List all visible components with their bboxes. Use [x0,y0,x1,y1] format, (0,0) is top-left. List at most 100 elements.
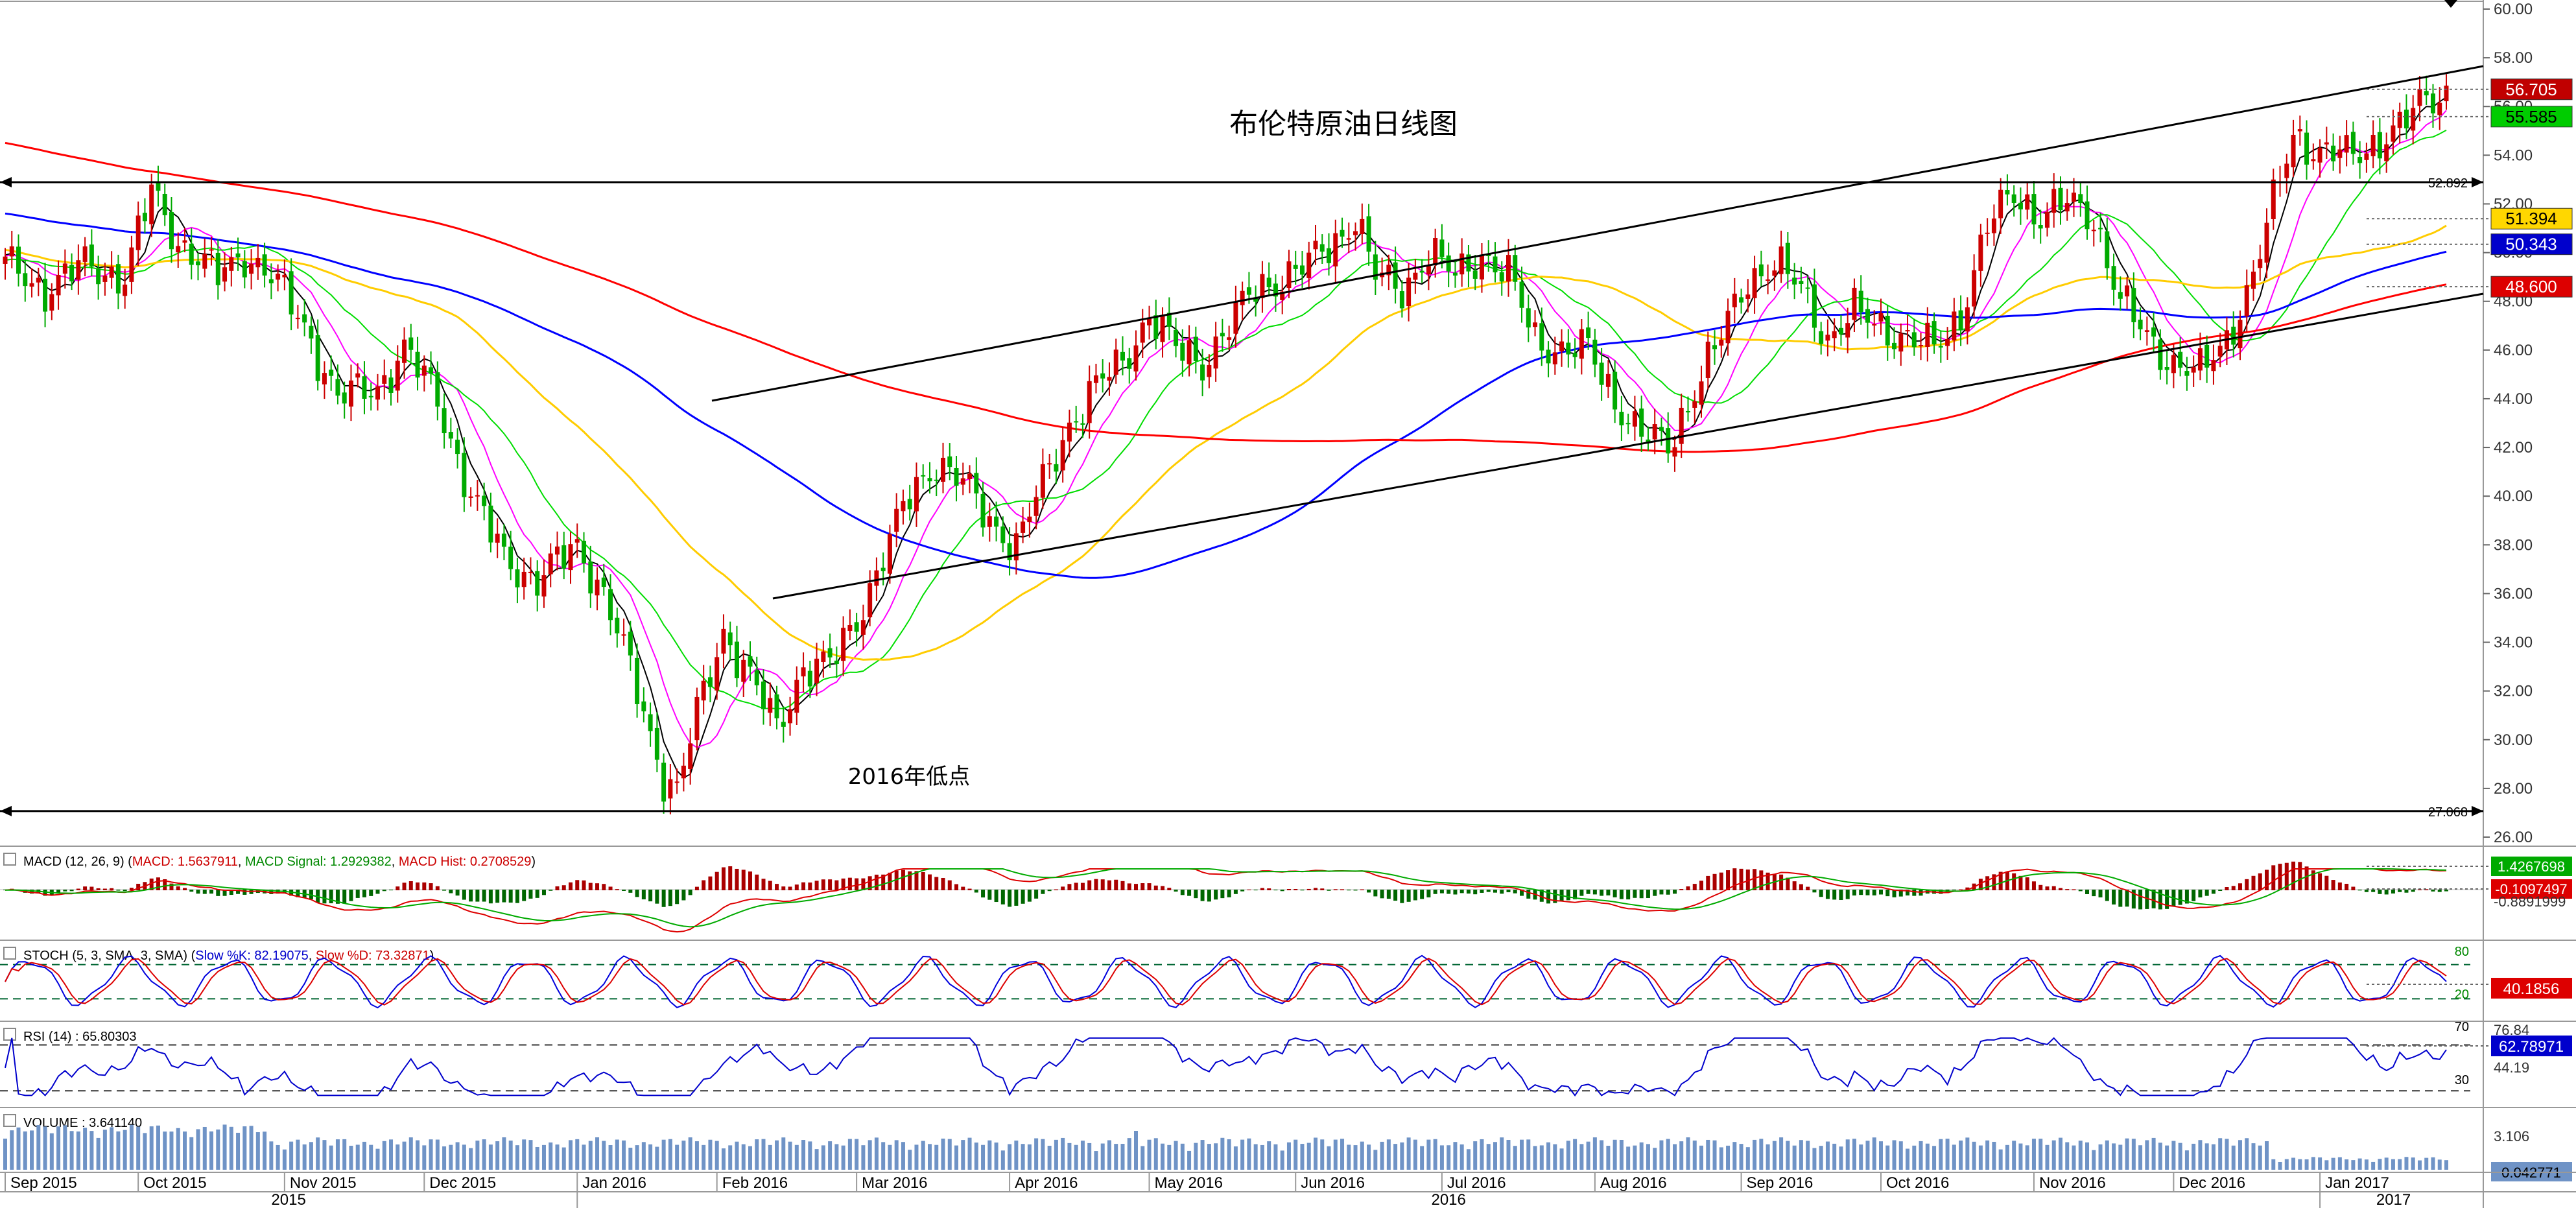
candle-body [1153,315,1159,339]
volume-bar [974,1143,978,1170]
collapse-arrow-icon[interactable] [2444,0,2457,8]
stoch-close-icon[interactable] [3,947,16,960]
candle-body [2098,228,2103,230]
ma-line-ma10 [5,110,2447,748]
volume-bar [921,1141,925,1170]
volume-bar [1799,1140,1803,1170]
candle-body [1220,333,1225,337]
candle-body [768,698,773,713]
volume-bar [1606,1145,1611,1170]
volume-bar [43,1126,47,1170]
volume-close-icon[interactable] [3,1114,16,1127]
macd-hist-bar [808,882,812,890]
candle-body [1021,521,1026,533]
macd-hist-bar [635,890,639,897]
candle-body [149,184,154,224]
candle-body [874,570,879,586]
candle-body [448,432,453,439]
volume-bar [1094,1151,1098,1170]
candle-body [2058,187,2063,211]
volume-bar [981,1144,986,1170]
volume-bar [23,1131,27,1170]
volume-bar [1466,1149,1471,1170]
level-arrow-icon [0,805,12,816]
candle-body [788,709,793,724]
candle-body [282,274,287,278]
candle-body [348,380,353,407]
volume-bar [588,1141,593,1170]
volume-bar [1313,1137,1318,1170]
macd-hist-bar [1386,890,1391,899]
candle-body [2404,110,2409,128]
macd-hist-bar [1600,890,1604,896]
volume-bar [967,1137,972,1170]
time-axis[interactable]: Sep 2015 Oct 2015 Nov 2015 Dec 2015 Jan 2016… [0,1172,2576,1208]
candle-body [1459,253,1465,275]
price-tick-label: 46.00 [2494,342,2533,359]
rsi-close-icon[interactable] [3,1028,16,1041]
candle-body [1127,358,1132,369]
macd-hist-bar [2384,890,2389,895]
candle-body [2397,112,2402,128]
volume-bar [2145,1140,2149,1170]
macd-hist-bar [841,878,845,890]
candle-body [2411,108,2416,131]
volume-bar [608,1144,613,1170]
volume-bar [2092,1150,2096,1170]
macd-hist-bar [1080,882,1085,890]
macd-badge-label: 1.4267698 [2498,859,2565,875]
volume-bar [382,1141,386,1170]
macd-hist-bar [1180,890,1185,895]
candle-body [974,473,979,494]
volume-bar [1706,1139,1710,1170]
candle-body [1479,254,1484,280]
volume-bar [3,1139,7,1170]
candle-body [429,367,434,374]
candle-body [229,257,234,271]
macd-hist-bar [30,890,34,894]
macd-close-icon[interactable] [3,853,16,866]
price-badge-label: 55.585 [2505,107,2557,126]
macd-hist-bar [1107,880,1111,890]
candle-body [2197,348,2203,371]
candle-body [601,577,606,587]
macd-hist-bar [222,890,227,896]
volume-bar [2012,1141,2016,1170]
macd-hist-bar [1699,881,1704,890]
candle-body [335,379,340,396]
volume-bar [1386,1139,1391,1170]
macd-hist-bar [1493,890,1497,893]
macd-hist-bar [1486,890,1491,892]
volume-bar [1852,1139,1856,1170]
volume-bar [469,1148,473,1170]
volume-bar [1566,1141,1570,1170]
volume-bar [462,1144,466,1170]
level-label: 27.068 [2428,805,2468,820]
macd-hist-bar [2065,889,2070,890]
volume-bar [249,1126,254,1170]
price-tick-label: 38.00 [2494,536,2533,554]
candle-body [1266,278,1271,287]
rsi-level-30: 30 [2455,1073,2469,1087]
macd-hist-bar [2151,890,2156,908]
macd-hist-bar [182,888,187,890]
volume-bar [888,1144,892,1170]
volume-bar [1839,1146,1843,1170]
macd-hist-bar [2331,880,2335,890]
volume-bar [668,1139,672,1170]
candle-body [1319,244,1325,252]
volume-bar [1140,1146,1145,1170]
volume-bar [1000,1150,1005,1170]
price-badge [2490,207,2573,230]
volume-bar [1906,1148,1910,1170]
macd-hist-bar [967,888,972,890]
volume-bar [2125,1138,2129,1170]
candle-body [2370,135,2376,156]
candle-body [1472,270,1478,279]
price-axis[interactable]: 60.0058.0056.0054.0052.0050.0048.0046.00… [2494,1,2533,846]
candle-body [123,284,128,296]
macd-hist-bar [422,882,427,890]
candle-body [1233,301,1238,334]
macd-hist-bar [163,879,167,890]
volume-bar [242,1126,247,1170]
